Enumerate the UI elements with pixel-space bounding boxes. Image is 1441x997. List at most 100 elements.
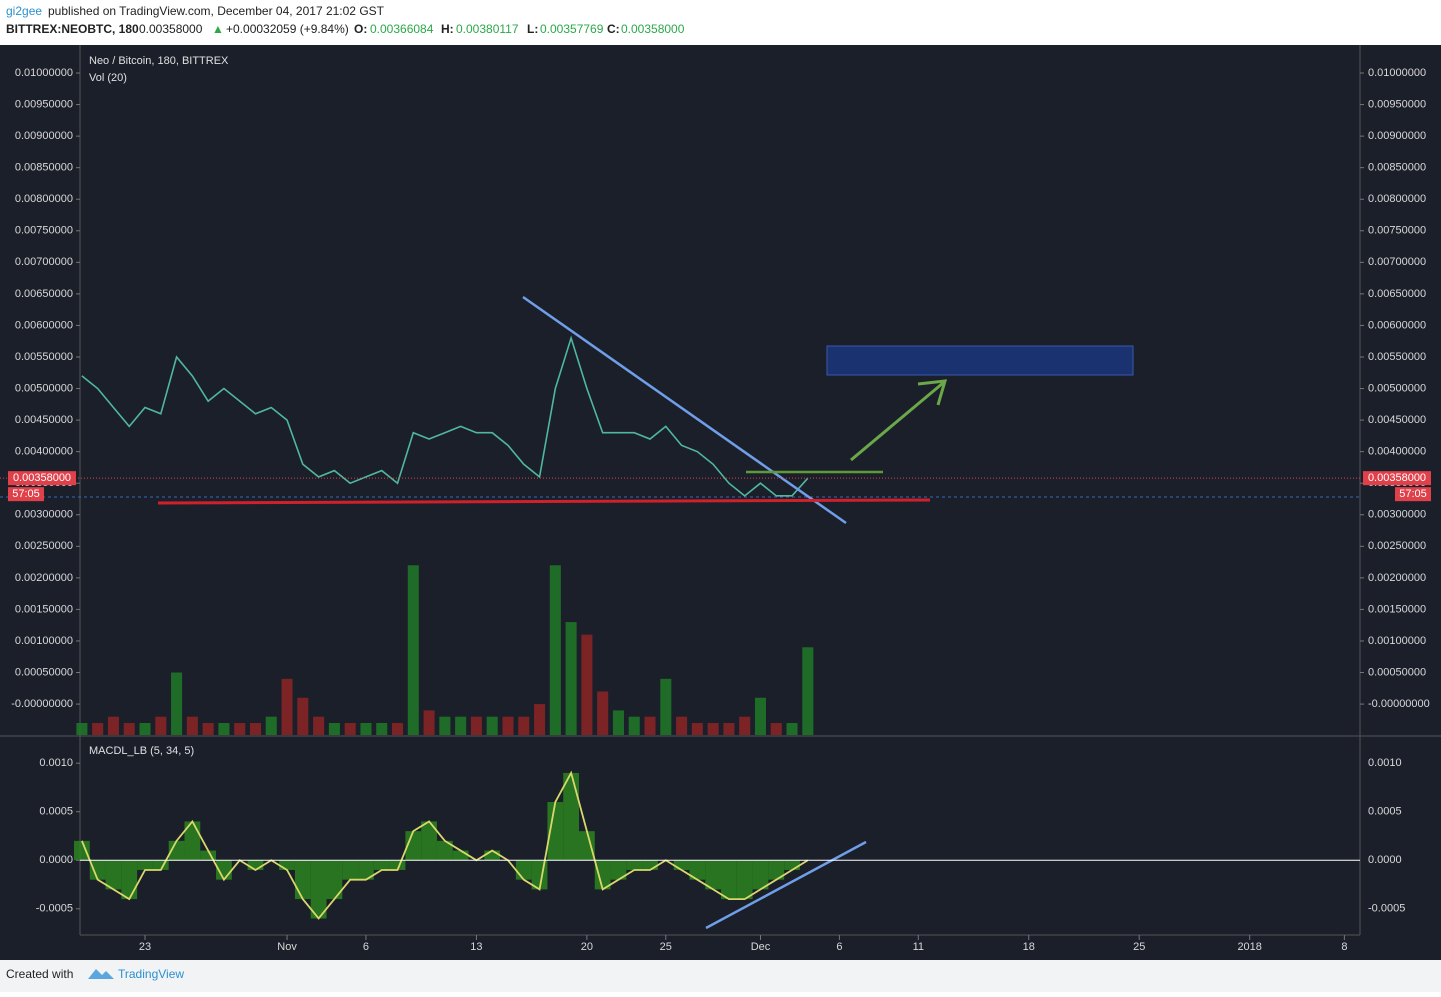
- macd-bar: [594, 860, 611, 890]
- marks: [74, 335, 814, 920]
- legend-price: Neo / Bitcoin, 180, BITTREX: [89, 55, 229, 67]
- x-tick-label: 23: [139, 941, 151, 953]
- macd-tick-label: 0.0000: [39, 854, 73, 866]
- y-tick-label: 0.00100000: [15, 635, 73, 647]
- volume-bar: [628, 716, 640, 735]
- volume-bar: [423, 710, 435, 735]
- y-tick-label-right: 0.00600000: [1368, 319, 1426, 331]
- y-tick-label: 0.00400000: [15, 446, 73, 458]
- volume-bar: [802, 647, 814, 735]
- macd-bar: [294, 860, 311, 900]
- target-zone: [826, 345, 1134, 376]
- y-tick-label: 0.00300000: [15, 509, 73, 521]
- macd-bar: [389, 860, 406, 870]
- change: +0.00032059 (+9.84%): [226, 22, 349, 36]
- macd-bar: [326, 860, 343, 900]
- volume-bar: [218, 723, 230, 735]
- y-tick-label-right: 0.00900000: [1368, 130, 1426, 142]
- macd-bar: [689, 860, 706, 880]
- price-tag-left: [8, 471, 76, 486]
- y-tick-label-right: 0.00200000: [1368, 572, 1426, 584]
- y-tick-label-right: 0.00750000: [1368, 225, 1426, 237]
- y-tick-label: 0.00900000: [15, 130, 73, 142]
- macd-bar: [673, 860, 690, 870]
- symbol: BITTREX:NEOBTC, 180: [6, 22, 139, 36]
- l-value: 0.00357769: [540, 22, 604, 36]
- volume-bar: [202, 723, 214, 735]
- price-line: [81, 335, 809, 497]
- x-tick-label: 18: [1023, 941, 1035, 953]
- header-bg: [0, 0, 1441, 45]
- countdown-tag-left: [8, 487, 44, 502]
- price-tag-left-text: 0.00358000: [13, 472, 71, 484]
- volume-bar: [360, 723, 372, 735]
- y-tick-label-right: 0.00450000: [1368, 414, 1426, 426]
- macd-bar: [247, 860, 264, 870]
- macd-bar: [405, 831, 422, 861]
- x-tick-label: 6: [363, 941, 369, 953]
- volume-bar: [249, 723, 262, 735]
- volume-bar: [549, 565, 561, 735]
- published: published on TradingView.com, December 0…: [48, 4, 385, 18]
- author[interactable]: gi2gee: [6, 4, 42, 18]
- y-tick-label-right: 0.00500000: [1368, 382, 1426, 394]
- macd-tick-label-right: 0.0000: [1368, 854, 1402, 866]
- y-tick-label: 0.00600000: [15, 319, 73, 331]
- macd-bar: [342, 860, 359, 880]
- macd-tick-label: -0.0005: [36, 903, 73, 915]
- macd-bar: [200, 850, 217, 861]
- macd-bar: [121, 860, 138, 900]
- macd-bar: [484, 850, 501, 861]
- y-tick-label-right: 0.00950000: [1368, 98, 1426, 110]
- drawings: [157, 295, 1134, 930]
- l-label: L:: [527, 22, 538, 36]
- volume-bar: [723, 723, 735, 735]
- countdown-left: 57:05: [12, 488, 40, 500]
- macd-bar: [547, 802, 564, 861]
- y-tick-label-right: 0.00250000: [1368, 540, 1426, 552]
- y-tick-label: 0.00750000: [15, 225, 73, 237]
- macd-trend: [705, 840, 867, 930]
- volume-bar: [644, 716, 656, 735]
- volume-bar: [660, 678, 672, 735]
- volume-bar: [518, 716, 530, 735]
- volume-bar: [439, 716, 451, 735]
- macd-bar: [152, 860, 169, 870]
- y-tick-label: 0.01000000: [15, 67, 73, 79]
- volume-bar: [691, 723, 703, 735]
- macd-bar: [168, 840, 185, 861]
- macd-bar: [89, 860, 106, 880]
- trend-line: [522, 295, 847, 525]
- arrow: ▲: [212, 22, 224, 36]
- macd-bar: [642, 860, 658, 870]
- y-tick-label: 0.00500000: [15, 382, 73, 394]
- o-value: 0.00366084: [370, 22, 434, 36]
- y-tick-label: 0.00150000: [15, 603, 73, 615]
- volume-bar: [76, 723, 88, 735]
- x-tick-label: Nov: [277, 941, 297, 953]
- price: 0.00358000: [139, 22, 203, 36]
- macd-bar: [784, 860, 800, 870]
- volume-bar: [171, 672, 183, 735]
- y-tick-label: 0.00450000: [15, 414, 73, 426]
- macd-tick-label-right: -0.0005: [1368, 903, 1405, 915]
- volume-bar: [407, 565, 419, 735]
- volume-bar: [281, 678, 293, 735]
- macd-tick-label-right: 0.0005: [1368, 806, 1402, 818]
- volume-bar: [739, 716, 751, 735]
- y-tick-label-right: 0.00800000: [1368, 193, 1426, 205]
- y-tick-label: -0.00000000: [11, 698, 73, 710]
- volume-bar: [676, 716, 688, 735]
- volume-bar: [502, 716, 514, 735]
- macd-bar: [373, 860, 390, 870]
- arrow-line: [850, 381, 944, 462]
- y-tick-label: 0.00850000: [15, 162, 73, 174]
- countdown-tag-right: [1395, 487, 1431, 502]
- x-tick-label: 13: [470, 941, 482, 953]
- y-tick-label-right: 0.00300000: [1368, 509, 1426, 521]
- price-tag-right-text: 0.00358000: [1368, 472, 1426, 484]
- volume-bar: [313, 716, 325, 735]
- tv-brand[interactable]: TradingView: [118, 967, 184, 981]
- volume-bar: [786, 723, 798, 735]
- arrow-head: [917, 379, 948, 406]
